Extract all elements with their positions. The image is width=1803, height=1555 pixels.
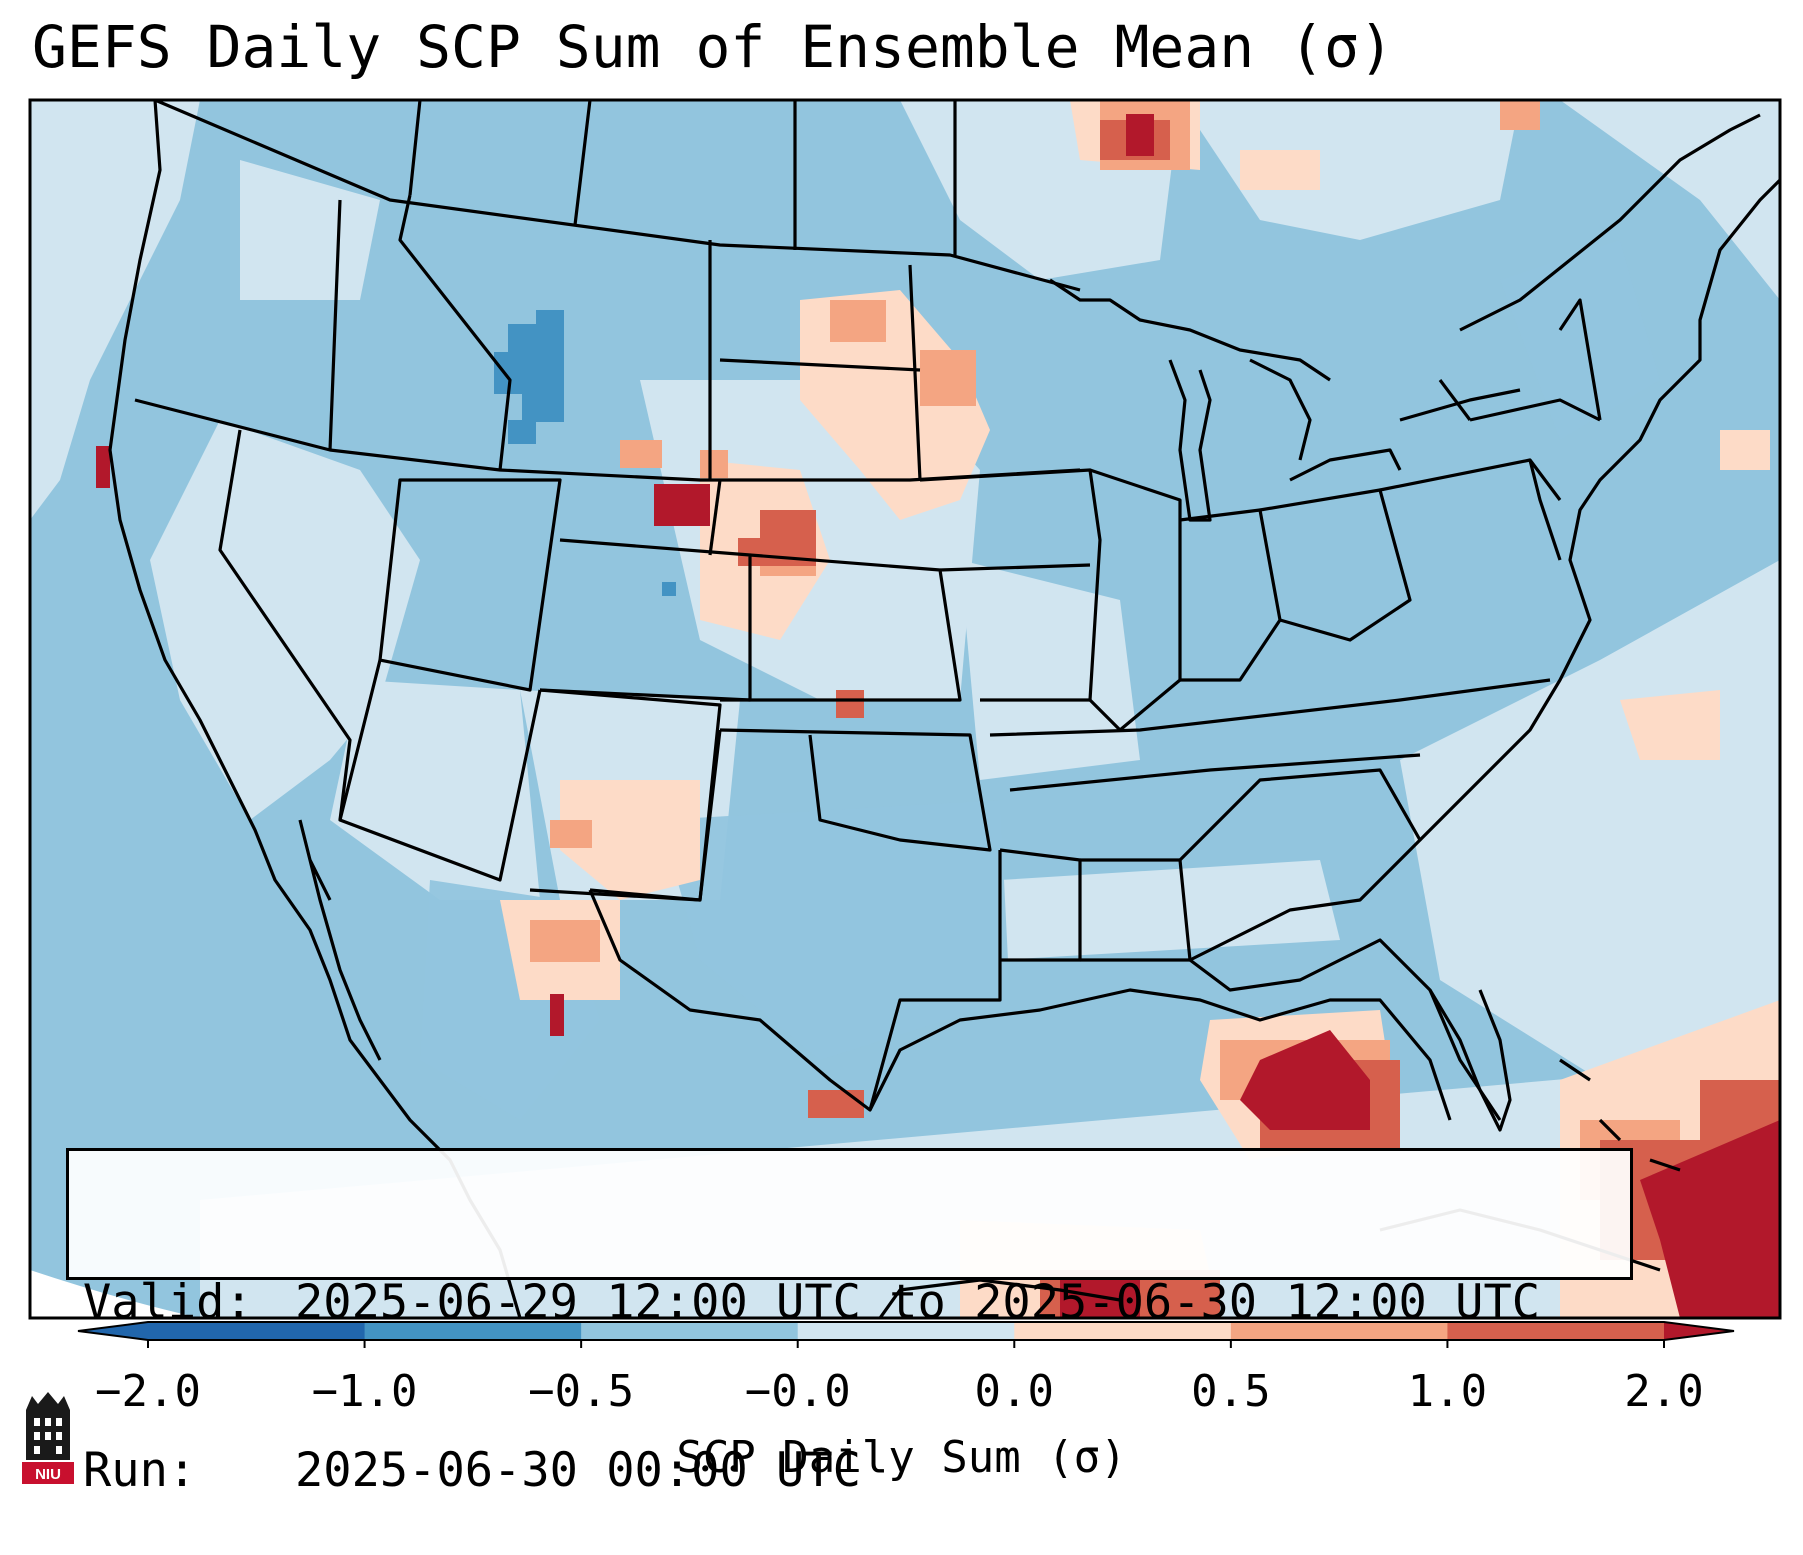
boundaries: [108, 100, 1780, 1318]
colorbar-tick-label: −2.0: [95, 1366, 201, 1417]
field-dark-blue: [494, 310, 676, 596]
svg-text:NIU: NIU: [35, 1466, 61, 1483]
colorbar-tick-label: −0.5: [528, 1366, 635, 1417]
colorbar-tick-label: 0.5: [1191, 1366, 1271, 1417]
run-label: Run:: [83, 1443, 197, 1498]
colorbar-tick-label: −0.0: [744, 1366, 851, 1417]
colorbar: [77, 1321, 1735, 1348]
colorbar-segment: [1447, 1322, 1665, 1340]
colorbar-over-extend: [1664, 1322, 1734, 1340]
run-line: Run: 2025-06-30 00:00 UTC: [83, 1443, 1630, 1499]
colorbar-under-extend: [78, 1322, 148, 1340]
colorbar-tick-label: 1.0: [1407, 1366, 1488, 1417]
map-frame: [28, 98, 1782, 1320]
colorbar-segment: [581, 1322, 799, 1340]
colorbar-tick-label: 0.0: [974, 1366, 1055, 1417]
valid-value: 2025-06-29 12:00 UTC to 2025-06-30 12:00…: [295, 1275, 1541, 1330]
niu-logo-icon: NIU: [22, 1392, 74, 1484]
colorbar-segment: [1230, 1322, 1448, 1340]
chart-title: GEFS Daily SCP Sum of Ensemble Mean (σ): [32, 13, 1394, 81]
colorbar-tick-label: 2.0: [1624, 1366, 1704, 1417]
colorbar-segment: [797, 1322, 1015, 1340]
colorbar-segment: [148, 1322, 366, 1340]
run-value: 2025-06-30 00:00 UTC: [295, 1443, 861, 1498]
valid-label: Valid:: [83, 1275, 253, 1330]
valid-run-box: Valid: 2025-06-29 12:00 UTC to 2025-06-30…: [66, 1148, 1633, 1498]
valid-line: Valid: 2025-06-29 12:00 UTC to 2025-06-30…: [83, 1275, 1630, 1331]
colorbar-label: SCP Daily Sum (σ): [676, 1432, 1127, 1483]
colorbar-tick-label: −1.0: [311, 1366, 418, 1417]
colorbar-segment: [1014, 1322, 1232, 1340]
colorbar-segment: [364, 1322, 582, 1340]
